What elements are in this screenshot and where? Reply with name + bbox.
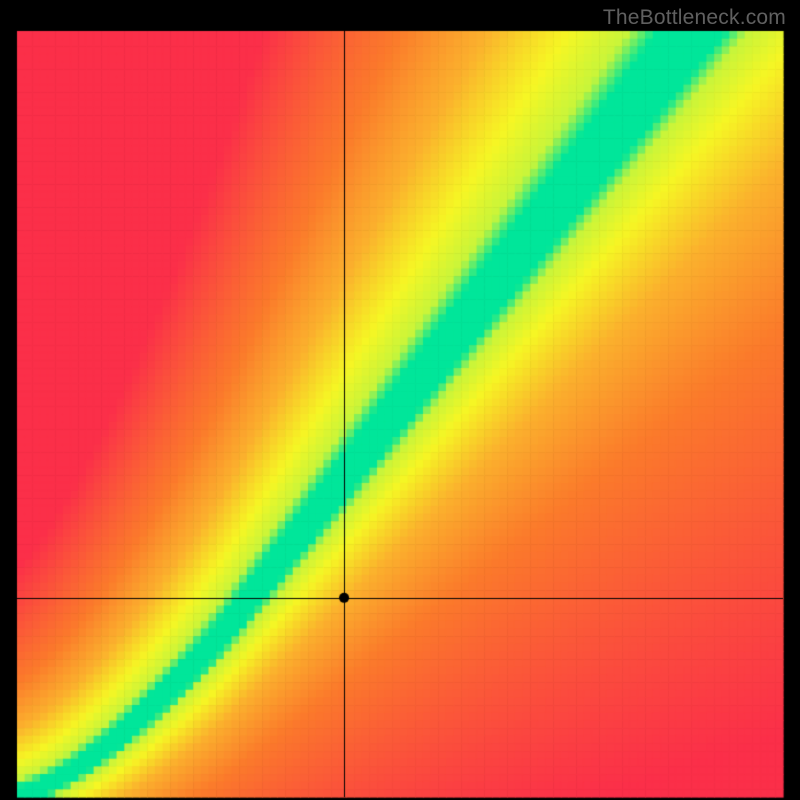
- watermark-text: TheBottleneck.com: [603, 6, 786, 30]
- bottleneck-heatmap: [0, 0, 800, 800]
